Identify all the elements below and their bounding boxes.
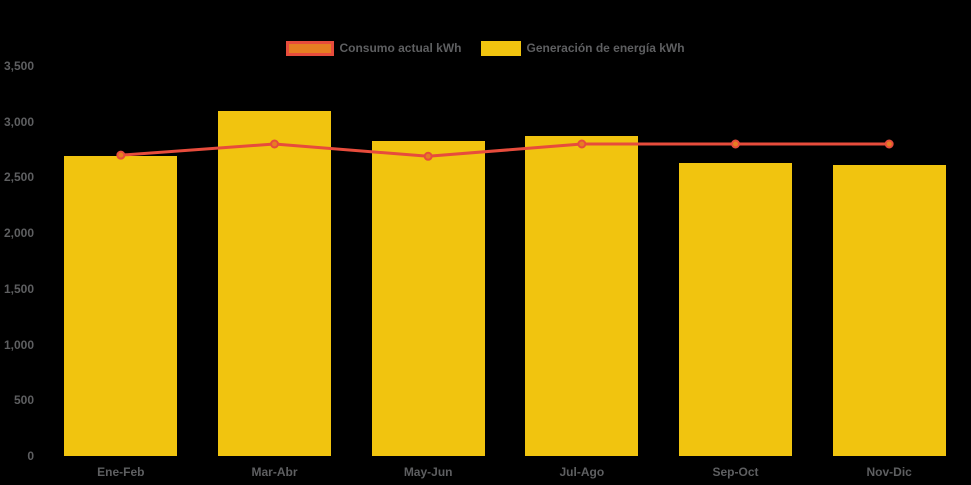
y-axis-tick-label: 3,500 — [3, 59, 34, 73]
x-axis-label: Mar-Abr — [251, 465, 298, 479]
x-axis-label: Jul-Ago — [559, 465, 605, 479]
y-axis-tick-label: 2,500 — [3, 170, 34, 185]
generacion-bar-swatch — [481, 40, 522, 56]
chart-legend: Consumo actual kWh Generación de energía… — [0, 39, 971, 57]
generation-bar — [525, 136, 639, 456]
x-axis-label: Ene-Feb — [97, 465, 145, 479]
generation-bar — [371, 140, 485, 456]
x-axis-label: Nov-Dic — [866, 465, 912, 479]
y-axis-tick-label: 1,500 — [3, 281, 34, 296]
legend-item-consumo[interactable]: Consumo actual kWh — [286, 40, 462, 56]
y-axis-tick-label: 0 — [27, 449, 34, 463]
y-axis-tick-label: 2,000 — [3, 226, 34, 241]
x-axis-label: Sep-Oct — [712, 465, 759, 479]
y-axis-tick-label: 1,000 — [3, 337, 34, 352]
legend-label-consumo: Consumo actual kWh — [339, 40, 462, 55]
legend-item-generacion[interactable]: Generación de energía kWh — [471, 40, 685, 56]
y-axis-tick-label: 3,000 — [3, 114, 34, 129]
generation-bar — [218, 110, 331, 456]
legend-label-generacion: Generación de energía kWh — [526, 40, 685, 55]
line-point — [884, 139, 894, 149]
generation-bar — [679, 162, 792, 456]
generation-bar — [832, 165, 946, 456]
generation-bar — [64, 156, 178, 456]
x-axis-label: May-Jun — [403, 465, 453, 479]
line-point — [731, 139, 740, 149]
y-axis-tick-label: 500 — [13, 393, 34, 408]
consumo-line-swatch — [286, 40, 335, 56]
